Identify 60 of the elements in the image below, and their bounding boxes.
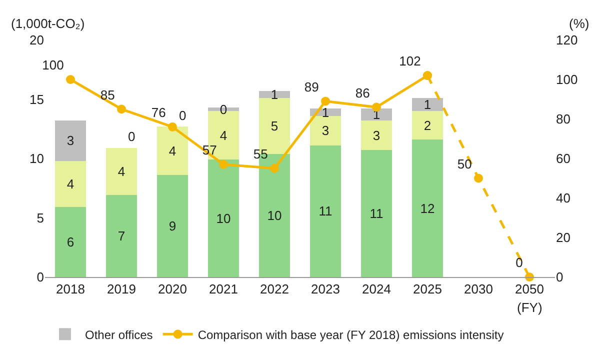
y2-axis-title: (%): [569, 16, 590, 31]
data-label: 4: [220, 128, 228, 143]
y-tick-label: 20: [30, 32, 44, 48]
data-label: 9: [168, 218, 176, 234]
data-label: 76: [151, 105, 166, 120]
x-tick-label: 2022: [260, 282, 289, 297]
legend-label: Other offices: [85, 328, 153, 342]
x-tick-label: 2021: [209, 282, 238, 297]
data-label: 11: [370, 206, 384, 222]
data-label: 4: [168, 143, 176, 158]
y2-tick-label: 100: [556, 72, 578, 88]
data-label: 4: [66, 176, 74, 192]
legend-label: Comparison with base year (FY 2018) emissions intensity: [198, 328, 504, 342]
data-label: 2: [424, 118, 432, 133]
data-label: 10: [267, 208, 282, 223]
data-label: 0: [516, 255, 523, 270]
data-label: 11: [318, 204, 332, 219]
text: (FY): [517, 300, 542, 315]
data-label: 1: [322, 104, 330, 120]
x-tick-label: 2030: [464, 282, 493, 297]
y-tick-label: 0: [36, 270, 44, 285]
data-label: 50: [457, 156, 472, 172]
data-label: 6: [66, 234, 74, 250]
data-label: 3: [372, 128, 380, 143]
data-label: 5: [270, 118, 278, 134]
y2-tick-label: 40: [556, 190, 570, 206]
data-label: 7: [118, 228, 126, 244]
data-label: 86: [355, 85, 370, 100]
data-label: 12: [420, 200, 435, 216]
y2-tick-label: 120: [556, 32, 578, 48]
data-label: 85: [100, 87, 115, 102]
data-label: 1: [270, 87, 278, 102]
y-tick-label: 10: [30, 151, 44, 166]
data-label: 0: [128, 129, 136, 144]
data-label: 57: [202, 142, 217, 158]
x-tick-label: 2018: [56, 282, 85, 297]
data-label: 102: [399, 54, 421, 69]
data-label: 3: [66, 133, 74, 148]
data-label: 3: [322, 123, 330, 138]
data-label: 55: [253, 146, 268, 162]
y2-tick-label: 60: [556, 151, 570, 166]
x-tick-label: 2024: [362, 282, 391, 297]
data-label: 0: [179, 108, 186, 123]
y-tick-label: 5: [36, 210, 44, 226]
data-label: 89: [304, 79, 319, 94]
x-tick-label: 2019: [107, 282, 136, 297]
x-tick-label: 2023: [311, 282, 340, 297]
y2-tick-label: 0: [556, 270, 564, 285]
y2-tick-label: 20: [556, 230, 570, 246]
x-tick-label: 2050: [515, 282, 544, 297]
y-tick-label: 15: [30, 92, 44, 107]
data-label: 100: [42, 58, 64, 73]
data-label: 10: [216, 210, 231, 226]
data-label: 1: [424, 97, 432, 112]
x-tick-label: 2020: [158, 282, 187, 297]
data-label: 4: [118, 164, 126, 180]
data-label: 0: [220, 102, 228, 117]
y-axis-title: (1,000t-CO₂): [11, 16, 85, 31]
x-tick-label: 2025: [413, 282, 442, 297]
y2-tick-label: 80: [556, 112, 570, 127]
